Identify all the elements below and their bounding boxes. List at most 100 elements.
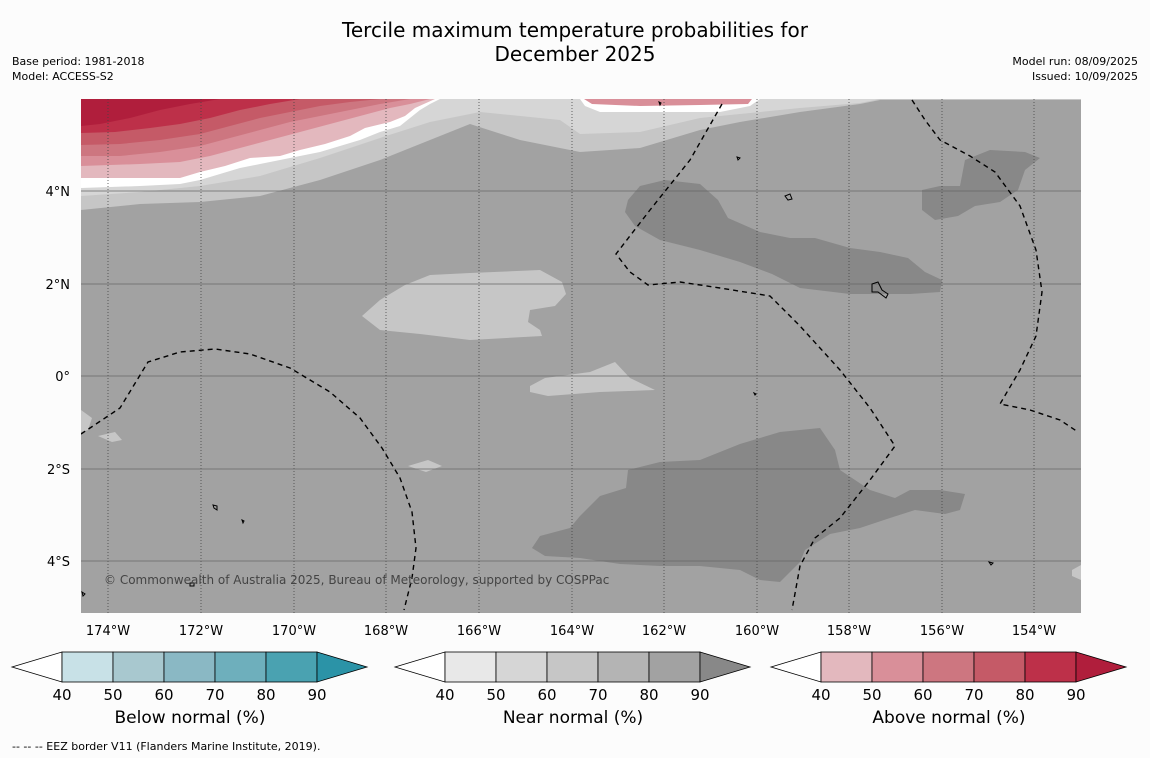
- colorbar-near-min-triangle: [393, 651, 446, 683]
- colorbar-below-segment-1: [112, 651, 165, 683]
- colorbar-below-tick-label: 90: [307, 686, 326, 704]
- colorbar-above-tick-label: 60: [913, 686, 932, 704]
- lon-tick-166w: 166°W: [457, 624, 501, 639]
- near-normal-70-patch-4: [81, 410, 92, 432]
- colorbar-above-segment-0: [820, 651, 873, 683]
- lon-tick-154w: 154°W: [1012, 624, 1056, 639]
- colorbar-above-segment-2: [922, 651, 975, 683]
- lon-tick-168w: 168°W: [364, 624, 408, 639]
- colorbar-near-tick-label: 50: [486, 686, 505, 704]
- eez-borders: [81, 99, 1079, 611]
- colorbar-near-tick-label: 40: [435, 686, 454, 704]
- lat-tick-2s: 2°S: [47, 463, 70, 478]
- colorbar-near-tick-label: 70: [588, 686, 607, 704]
- near-normal-90-northeast: [922, 150, 1040, 220]
- title-line-1: Tercile maximum temperature probabilitie…: [342, 18, 808, 42]
- island-1: [784, 193, 793, 201]
- base-period: Base period: 1981-2018: [12, 55, 145, 68]
- colorbar-below-tick-label: 50: [103, 686, 122, 704]
- lon-tick-156w: 156°W: [920, 624, 964, 639]
- near-normal-90-north: [625, 180, 942, 294]
- colorbar-below-tick-label: 80: [256, 686, 275, 704]
- lon-tick-158w: 158°W: [827, 624, 871, 639]
- meta-left: Base period: 1981-2018 Model: ACCESS-S2: [12, 54, 144, 84]
- chart-title: Tercile maximum temperature probabilitie…: [0, 18, 1150, 66]
- colorbar-near-segment-0: [444, 651, 497, 683]
- lat-tick-4s: 4°S: [47, 555, 70, 570]
- eez-border-west: [81, 348, 417, 611]
- meta-right: Model run: 08/09/2025 Issued: 10/09/2025: [1012, 54, 1138, 84]
- colorbar-below-max-triangle: [316, 651, 369, 683]
- lat-tick-0: 0°: [55, 370, 70, 385]
- colorbar-above-min-triangle: [769, 651, 822, 683]
- colorbar-above-normal: 40 50 60 70 80 90: [769, 651, 1128, 704]
- lon-tick-labels: 174°W 172°W 170°W 168°W 166°W 164°W 162°…: [86, 624, 1056, 639]
- near-normal-90-south: [532, 428, 965, 582]
- lon-tick-174w: 174°W: [86, 624, 130, 639]
- island-10: [752, 391, 757, 396]
- map-plot-area: © Commonwealth of Australia 2025, Bureau…: [81, 99, 1081, 613]
- colorbar-below-segment-0: [61, 651, 114, 683]
- lat-tick-2n: 2°N: [46, 278, 71, 293]
- colorbar-above-tick-label: 70: [964, 686, 983, 704]
- near-normal-70-patch-2: [530, 362, 655, 396]
- colorbar-near-normal: 40 50 60 70 80 90: [393, 651, 752, 704]
- lon-tick-172w: 172°W: [179, 624, 223, 639]
- island-8: [241, 519, 245, 525]
- colorbar-above-tick-label: 40: [811, 686, 830, 704]
- colorbar-below-segment-3: [214, 651, 267, 683]
- colorbar-below-segment-2: [163, 651, 216, 683]
- near-normal-70-patch-1: [362, 270, 566, 340]
- eez-border-east: [911, 99, 1079, 433]
- colorbar-below-normal: 40 50 60 70 80 90: [10, 651, 369, 704]
- colorbar-near-tick-label: 90: [690, 686, 709, 704]
- colorbar-above-segment-1: [871, 651, 924, 683]
- colorbar-below-min-triangle: [10, 651, 63, 683]
- colorbar-above-tick-label: 80: [1015, 686, 1034, 704]
- island-5: [987, 561, 994, 566]
- colorbar-near-segment-4: [648, 651, 701, 683]
- lon-tick-170w: 170°W: [272, 624, 316, 639]
- above-normal-center: [584, 99, 752, 106]
- colorbar-below-tick-label: 60: [154, 686, 173, 704]
- island-6: [736, 156, 741, 161]
- map-figure: © Commonwealth of Australia 2025, Bureau…: [46, 99, 1081, 639]
- issued-date: Issued: 10/09/2025: [1031, 70, 1138, 83]
- colorbar-above-tick-label: 50: [862, 686, 881, 704]
- colorbar-near-segment-2: [546, 651, 599, 683]
- colorbar-above-segment-3: [973, 651, 1026, 683]
- lon-tick-160w: 160°W: [735, 624, 779, 639]
- model-name: Model: ACCESS-S2: [12, 70, 114, 83]
- colorbar-above-max-triangle: [1075, 651, 1128, 683]
- lat-tick-labels: 4°N 2°N 0° 2°S 4°S: [46, 185, 71, 570]
- lon-tick-162w: 162°W: [642, 624, 686, 639]
- lat-tick-4n: 4°N: [46, 185, 71, 200]
- model-run: Model run: 08/09/2025: [1012, 55, 1138, 68]
- near-normal-70-patch-5: [98, 432, 122, 442]
- island-9: [81, 590, 86, 597]
- island-7: [658, 101, 662, 107]
- near-normal-70-patch-6: [1072, 565, 1081, 580]
- colorbar-near-tick-label: 80: [639, 686, 658, 704]
- lon-tick-164w: 164°W: [550, 624, 594, 639]
- colorbar-label-near: Near normal (%): [502, 708, 644, 728]
- colorbar-above-segment-4: [1024, 651, 1077, 683]
- eez-border-central: [615, 103, 896, 611]
- island-2: [871, 281, 889, 299]
- eez-footnote: -- -- -- EEZ border V11 (Flanders Marine…: [12, 740, 321, 753]
- colorbar-near-segment-1: [495, 651, 548, 683]
- colorbar-label-above: Above normal (%): [872, 708, 1026, 728]
- above-normal-90-plus: [81, 99, 220, 126]
- title-line-2: December 2025: [494, 42, 656, 66]
- island-4: [189, 582, 195, 587]
- copyright-notice: © Commonwealth of Australia 2025, Bureau…: [104, 573, 609, 587]
- colorbar-below-tick-label: 40: [52, 686, 71, 704]
- colorbars: 40 50 60 70 80 90 40 50 60 70 80 90 40 50 60 70 80 90: [10, 651, 1128, 704]
- colorbar-below-tick-label: 70: [205, 686, 224, 704]
- island-3: [212, 504, 218, 511]
- colorbar-near-max-triangle: [699, 651, 752, 683]
- colorbar-near-tick-label: 60: [537, 686, 556, 704]
- colorbar-label-below: Below normal (%): [114, 708, 266, 728]
- islands: [81, 101, 994, 597]
- colorbar-below-segment-4: [265, 651, 318, 683]
